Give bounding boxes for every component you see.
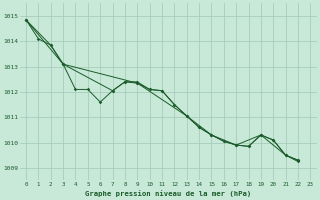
X-axis label: Graphe pression niveau de la mer (hPa): Graphe pression niveau de la mer (hPa): [85, 190, 251, 197]
